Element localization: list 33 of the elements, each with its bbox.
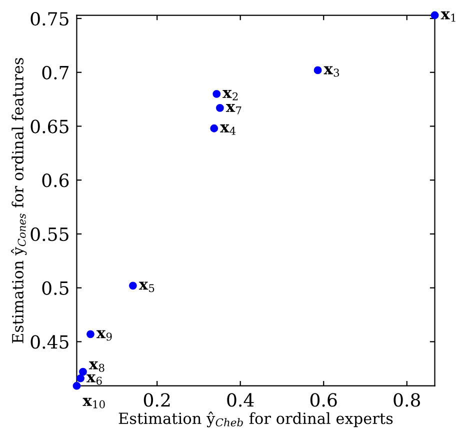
annotation: x$_{10}$ (82, 398, 105, 408)
annotation: x$_{7}$ (226, 104, 242, 114)
y-tick-label: 0.45 (30, 335, 68, 349)
point (86, 330, 94, 338)
annotation: x$_{5}$ (138, 282, 154, 292)
x-tick-label: 0.6 (310, 393, 337, 407)
x-axis-title: Estimation ŷ$_{Cheb}$ for ordinal experts (118, 412, 393, 428)
point (210, 124, 218, 132)
point (314, 66, 322, 74)
annotation: x$_{9}$ (96, 330, 112, 341)
y-tick-label: 0.6 (42, 174, 69, 188)
x-tick-label: 0.4 (227, 393, 254, 407)
point (79, 368, 87, 376)
point (212, 90, 221, 98)
y-tick-label: 0.75 (30, 12, 68, 26)
annotation: x$_{6}$ (86, 374, 102, 385)
annotation: x$_{2}$ (222, 90, 238, 100)
point (76, 374, 84, 382)
point (72, 382, 81, 390)
y-tick-label: 0.55 (30, 227, 68, 242)
y-axis-title: Estimation ŷ$_{Cones}$ for ordinal features (11, 58, 27, 344)
point (430, 11, 439, 20)
y-tick-label: 0.65 (30, 120, 68, 134)
annotation: x$_{8}$ (88, 361, 104, 372)
x-tick-label: 0.2 (144, 393, 170, 407)
y-tick-label: 0.5 (42, 281, 68, 295)
x-tick-label: 0.8 (394, 393, 420, 407)
point (216, 104, 224, 112)
annotation: x$_{1}$ (440, 11, 456, 22)
y-tick-label: 0.7 (42, 66, 68, 80)
annotation: x$_{4}$ (220, 124, 236, 135)
annotation: x$_{3}$ (324, 66, 340, 77)
point (128, 282, 137, 290)
